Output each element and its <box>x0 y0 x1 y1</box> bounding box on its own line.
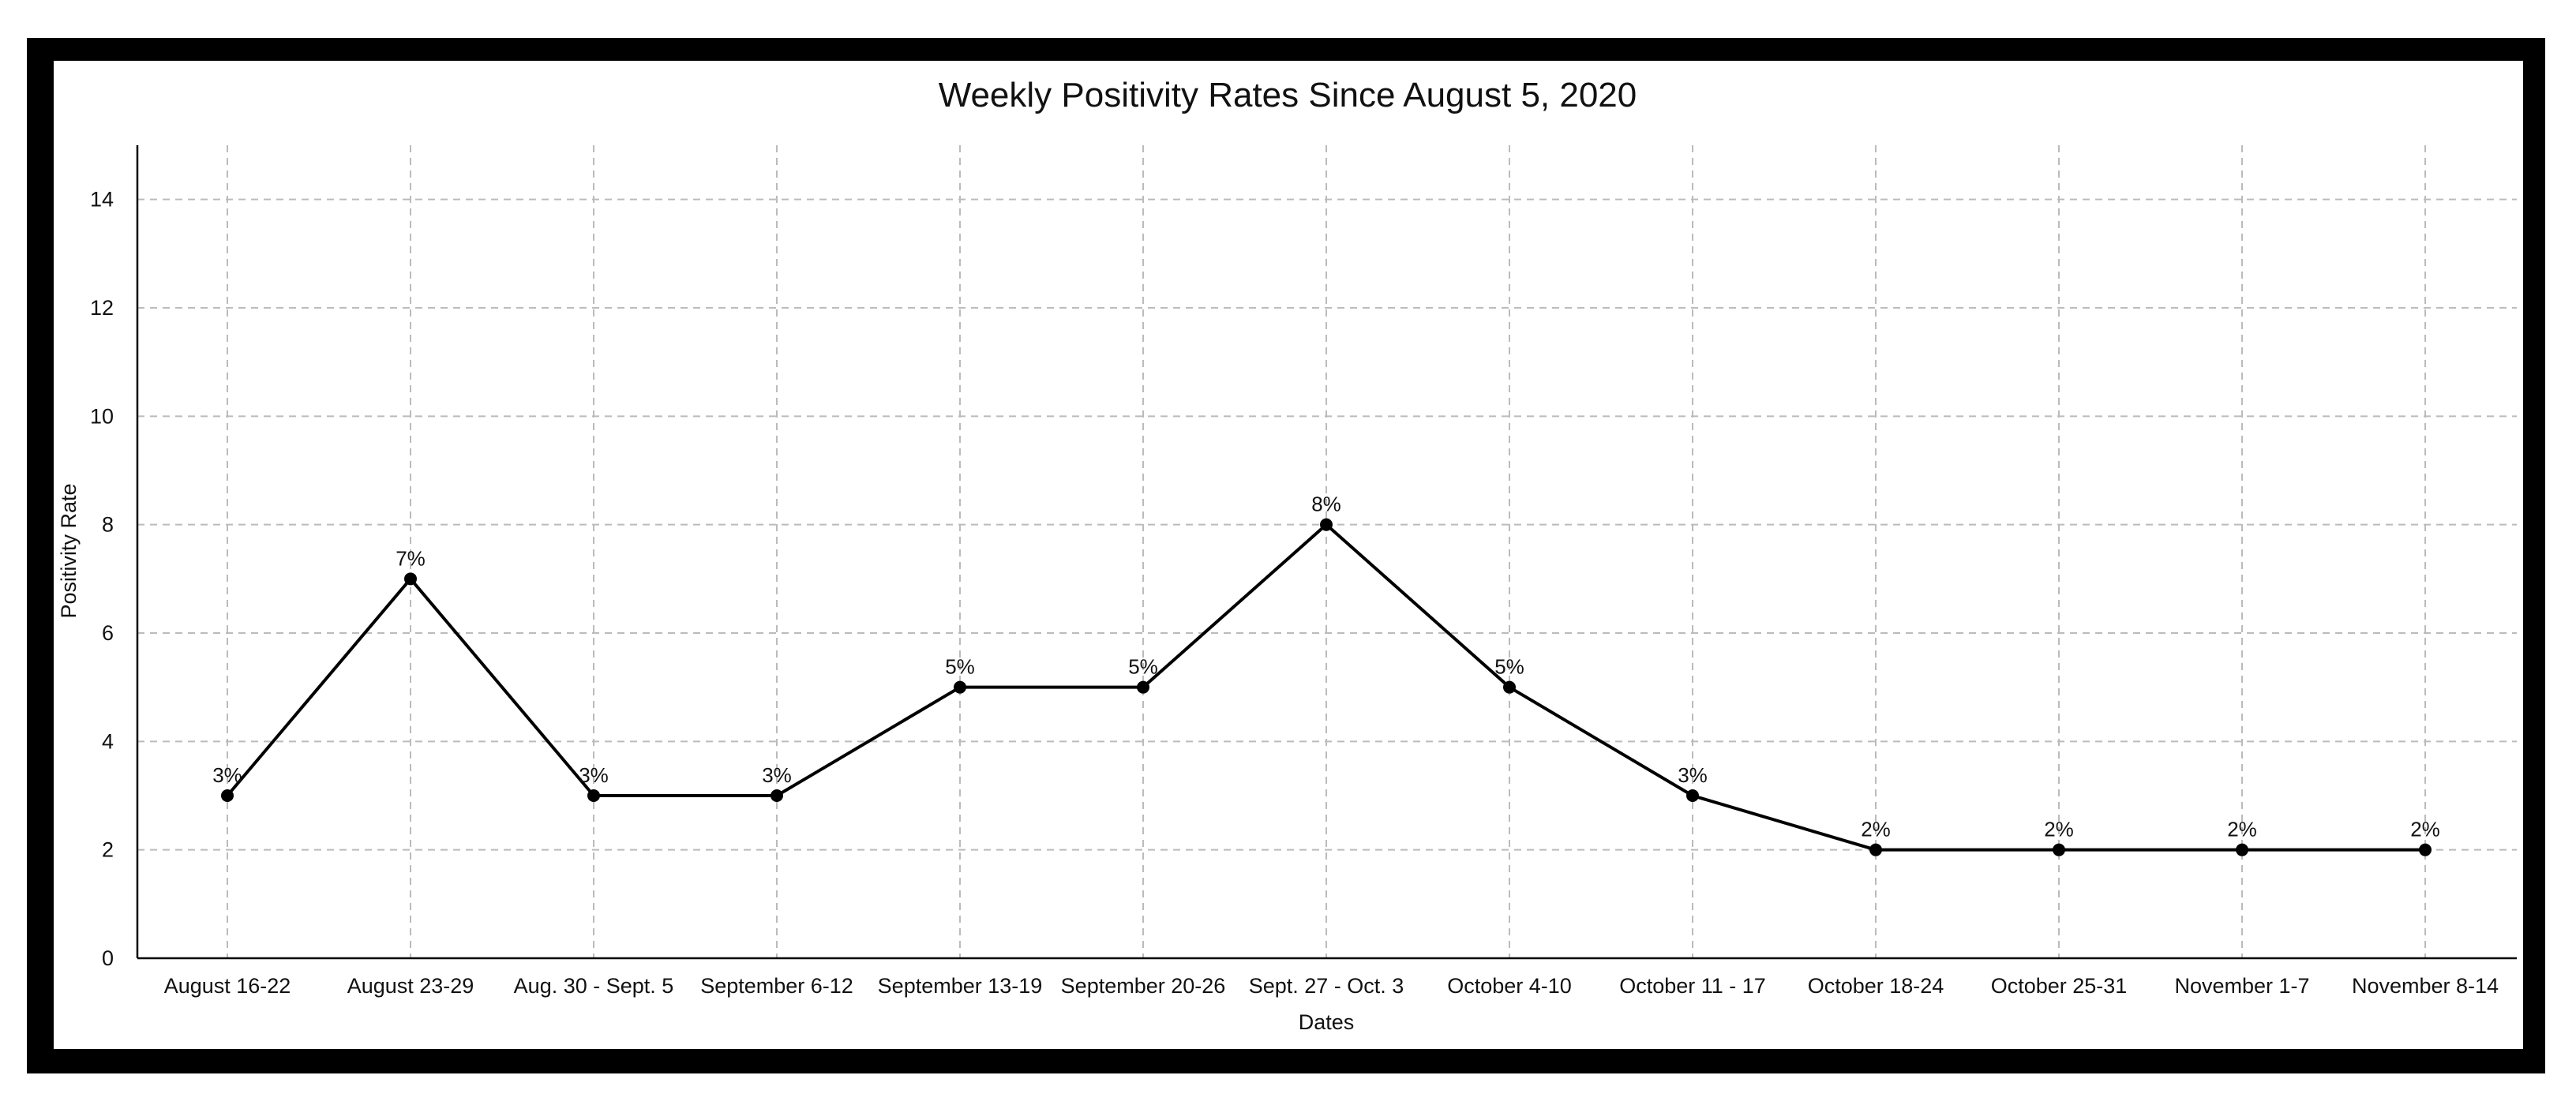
data-point <box>1137 680 1149 694</box>
data-point <box>2053 843 2065 856</box>
y-tick-label: 0 <box>102 946 114 970</box>
data-label: 5% <box>945 655 975 679</box>
data-label: 5% <box>1494 655 1524 679</box>
data-label: 2% <box>2044 818 2074 841</box>
chart-title: Weekly Positivity Rates Since August 5, … <box>939 76 1637 114</box>
series-layer <box>221 518 2432 856</box>
y-tick-label: 8 <box>102 513 114 537</box>
data-point <box>587 789 600 802</box>
data-label: 3% <box>762 763 792 787</box>
data-point <box>404 572 417 586</box>
data-label: 3% <box>212 763 242 787</box>
plot-panel <box>54 61 2523 1049</box>
y-tick-label: 4 <box>102 729 114 753</box>
data-point <box>1503 680 1516 694</box>
data-label: 2% <box>2410 818 2440 841</box>
data-point <box>1869 843 1882 856</box>
x-tick-label: Aug. 30 - Sept. 5 <box>514 974 674 998</box>
data-point <box>2419 843 2432 856</box>
data-label: 2% <box>1861 818 1891 841</box>
data-point <box>221 789 234 802</box>
x-tick-label: Sept. 27 - Oct. 3 <box>1249 974 1404 998</box>
x-tick-label: October 25-31 <box>1991 974 2128 998</box>
y-tick-label: 6 <box>102 621 114 645</box>
y-axis-title: Positivity Rate <box>57 483 81 618</box>
data-point <box>771 789 783 802</box>
label-layer: 0 2 4 6 8 10 12 14 August 16-22 August 23-29 Aug. … <box>90 188 2499 998</box>
x-tick-label: October 11 - 17 <box>1619 974 1766 998</box>
x-tick-label: November 1-7 <box>2174 974 2309 998</box>
data-label: 3% <box>579 763 609 787</box>
x-tick-label: September 20-26 <box>1061 974 1226 998</box>
data-point <box>1686 789 1699 802</box>
grid-layer <box>137 145 2517 958</box>
y-tick-label: 14 <box>90 188 114 212</box>
x-tick-label: September 13-19 <box>878 974 1043 998</box>
x-tick-label: November 8-14 <box>2352 974 2499 998</box>
x-tick-label: September 6-12 <box>700 974 853 998</box>
y-tick-label: 10 <box>90 404 114 428</box>
data-label: 2% <box>2227 818 2257 841</box>
data-point <box>2236 843 2248 856</box>
data-label: 5% <box>1128 655 1158 679</box>
x-tick-label: October 18-24 <box>1808 974 1944 998</box>
data-label: 7% <box>396 546 426 570</box>
y-tick-label: 2 <box>102 838 114 862</box>
x-axis-title: Dates <box>1299 1010 1355 1034</box>
data-label: 8% <box>1311 493 1341 516</box>
data-point <box>1320 518 1333 531</box>
x-tick-label: August 16-22 <box>164 974 291 998</box>
data-label: 3% <box>1678 763 1708 787</box>
y-tick-label: 12 <box>90 296 114 320</box>
x-tick-label: October 4-10 <box>1447 974 1572 998</box>
data-point <box>954 680 966 694</box>
axis-layer <box>136 145 2517 960</box>
x-tick-label: August 23-29 <box>347 974 474 998</box>
